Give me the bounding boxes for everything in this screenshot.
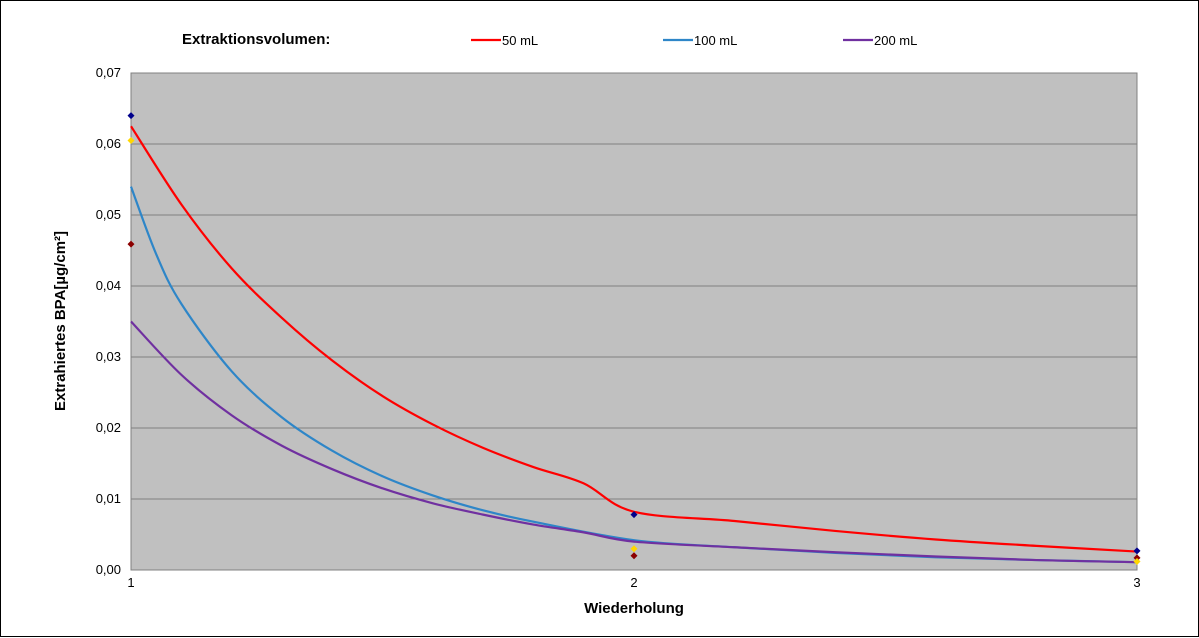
legend-label: 50 mL <box>502 33 538 48</box>
series-line-200-ml <box>130 320 1138 564</box>
data-points <box>127 112 1141 565</box>
x-tick-label: 2 <box>630 575 637 590</box>
legend: 50 mL 100 mL 200 mL <box>471 33 917 48</box>
legend-label: 100 mL <box>694 33 737 48</box>
data-point <box>1133 557 1141 565</box>
plot-area <box>130 72 1138 571</box>
y-tick-label: 0,03 <box>96 349 121 364</box>
data-point <box>1133 554 1141 562</box>
data-point <box>127 240 135 248</box>
y-tick-label: 0,00 <box>96 562 121 577</box>
data-point <box>1133 547 1141 555</box>
x-tick-label: 3 <box>1133 575 1140 590</box>
series-line-50-ml <box>130 125 1138 553</box>
y-tick-labels: 0,00 0,01 0,02 0,03 0,04 0,05 0,06 0,07 <box>96 65 121 577</box>
y-tick-label: 0,01 <box>96 491 121 506</box>
gridlines <box>131 143 1137 500</box>
trend-curves <box>129 125 1138 564</box>
data-point <box>630 511 638 519</box>
y-tick-label: 0,06 <box>96 136 121 151</box>
y-tick-label: 0,05 <box>96 207 121 222</box>
data-point <box>630 552 638 560</box>
legend-title: Extraktionsvolumen: <box>182 31 330 48</box>
data-point <box>127 112 135 120</box>
y-tick-label: 0,02 <box>96 420 121 435</box>
legend-label: 200 mL <box>874 33 917 48</box>
y-axis-title: Extrahiertes BPA[µg/cm²] <box>52 231 69 411</box>
x-tick-label: 1 <box>127 575 134 590</box>
x-tick-labels: 1 2 3 <box>127 575 1140 590</box>
data-point <box>127 136 135 144</box>
y-tick-label: 0,07 <box>96 65 121 80</box>
data-point <box>630 545 638 553</box>
y-tick-label: 0,04 <box>96 278 121 293</box>
x-axis-title: Wiederholung <box>584 600 684 617</box>
